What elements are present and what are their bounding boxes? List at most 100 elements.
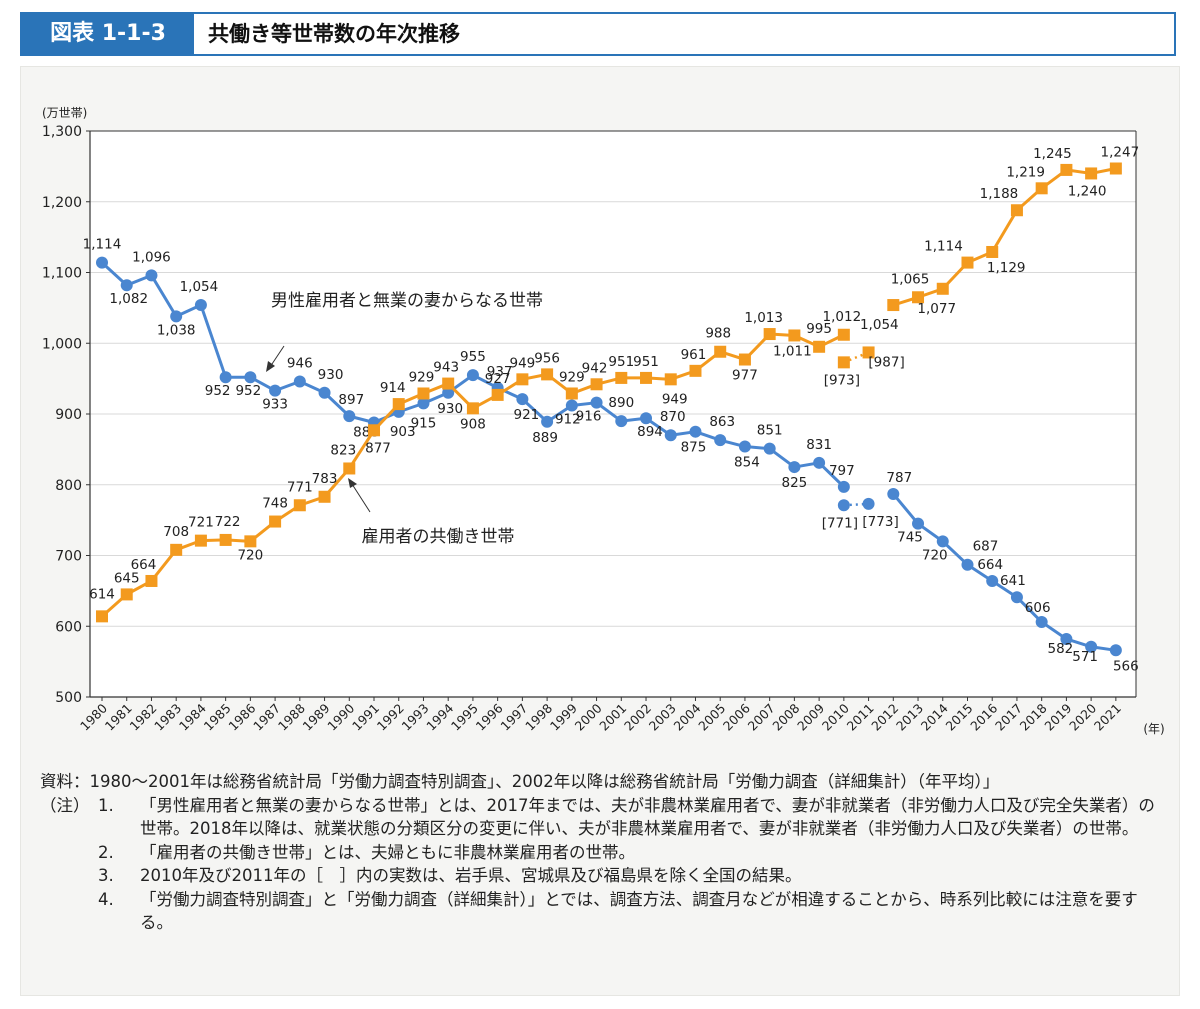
data-label: 937: [487, 364, 513, 380]
bracket-line: [843, 351, 870, 364]
data-point: [516, 373, 529, 386]
data-label: 645: [114, 570, 140, 586]
data-label: 951: [633, 354, 659, 370]
x-tick-label: 2000: [572, 700, 605, 733]
data-point: [1035, 182, 1048, 195]
x-tick-label: 1992: [374, 701, 407, 734]
data-label: 606: [1025, 600, 1051, 616]
data-point: [170, 543, 183, 556]
x-tick-label: 2018: [1017, 700, 1050, 733]
x-tick-label: 1999: [547, 700, 580, 733]
data-point: [565, 399, 578, 412]
data-point: [442, 377, 455, 390]
arrow-icon: [348, 478, 357, 488]
data-label: 748: [262, 496, 288, 512]
y-tick-label: 800: [55, 478, 82, 494]
data-point: [788, 329, 801, 342]
series-label: 雇用者の共働き世帯: [362, 527, 515, 547]
x-tick-label: 2004: [670, 700, 703, 733]
note-text: 「男性雇用者と無業の妻からなる世帯」とは、2017年までは、夫が非農林業雇用者で…: [140, 795, 1155, 839]
note-text: 「雇用者の共働き世帯」とは、夫婦ともに非農林業雇用者の世帯。: [140, 842, 635, 862]
x-tick-label: 2012: [868, 701, 901, 734]
x-tick-label: 2014: [918, 700, 951, 733]
x-tick-label: 2001: [596, 701, 629, 734]
data-point: [491, 388, 504, 401]
data-point: [738, 353, 751, 366]
data-label: 956: [534, 350, 560, 366]
data-point: [813, 340, 826, 353]
data-point: [714, 345, 727, 358]
data-point: [912, 291, 925, 304]
data-point: [689, 425, 702, 438]
data-label: 955: [460, 349, 486, 365]
data-label: 1,054: [860, 317, 899, 333]
data-point: [1109, 644, 1122, 657]
data-point: [936, 282, 949, 295]
note-item: （注） 1. 「男性雇用者と無業の妻からなる世帯」とは、2017年までは、夫が非…: [40, 794, 1170, 841]
data-label: 1,054: [180, 279, 219, 295]
data-label: 1,129: [987, 260, 1026, 276]
data-label: 825: [781, 475, 807, 491]
chart-notes: 資料：1980〜2001年は総務省統計局「労働力調査特別調査」、2002年以降は…: [40, 770, 1170, 935]
data-label: 1,082: [109, 291, 148, 307]
x-tick-label: 1997: [497, 701, 530, 734]
data-label: 903: [390, 424, 416, 440]
data-point: [1109, 162, 1122, 175]
x-tick-label: 2019: [1041, 700, 1074, 733]
data-point: [194, 534, 207, 547]
data-label: 952: [205, 383, 231, 399]
data-point: [961, 256, 974, 269]
bracket-label: [771]: [822, 515, 858, 531]
figure-title: 共働き等世帯数の年次推移: [208, 22, 460, 46]
x-tick-label: 1986: [225, 700, 258, 733]
data-label: 1,114: [83, 237, 122, 253]
data-label: 797: [829, 463, 855, 479]
note-item: 4. 「労働力調査特別調査」と「労働力調査（詳細集計）」とでは、調査方法、調査月…: [40, 888, 1170, 935]
data-label: 1,077: [917, 301, 956, 317]
y-tick-label: 600: [55, 619, 82, 635]
data-label: 566: [1113, 658, 1139, 674]
data-point: [1010, 204, 1023, 217]
bracket-point: [837, 356, 850, 369]
y-axis-unit: (万世帯): [42, 106, 87, 120]
data-point: [293, 375, 306, 388]
data-label: 915: [411, 415, 437, 431]
bracket-label: [773]: [862, 514, 898, 530]
data-point: [219, 371, 232, 384]
y-tick-label: 1,200: [42, 195, 82, 211]
data-label: 870: [660, 409, 686, 425]
data-label: 1,096: [132, 249, 171, 265]
data-label: 894: [637, 424, 663, 440]
data-label: 889: [532, 430, 558, 446]
data-label: 863: [709, 414, 735, 430]
data-point: [145, 574, 158, 587]
data-label: 582: [1048, 641, 1074, 657]
data-point: [244, 371, 257, 384]
x-tick-label: 2021: [1091, 701, 1124, 734]
data-point: [763, 442, 776, 455]
x-tick-label: 2020: [1066, 700, 1099, 733]
source-tag: 資料：: [40, 772, 90, 791]
x-tick-label: 1983: [151, 701, 184, 734]
data-label: 1,038: [157, 322, 196, 338]
data-label: 908: [460, 416, 486, 432]
data-point: [936, 535, 949, 548]
data-point: [1060, 632, 1073, 645]
data-point: [763, 328, 776, 341]
bracket-label: [973]: [824, 372, 860, 388]
data-label: 897: [338, 392, 364, 408]
data-label: 614: [89, 586, 115, 602]
data-point: [887, 487, 900, 500]
y-tick-label: 1,100: [42, 266, 82, 282]
data-label: 720: [922, 547, 948, 563]
data-point: [343, 410, 356, 423]
arrow-icon: [266, 361, 275, 372]
data-label: 720: [237, 547, 263, 563]
data-point: [541, 415, 554, 428]
x-tick-label: 1988: [275, 700, 308, 733]
series-male-employee-nonworking-wife: [96, 256, 1122, 657]
data-label: 783: [312, 471, 338, 487]
x-tick-label: 1990: [324, 700, 357, 733]
data-label: 721: [188, 515, 214, 531]
data-point: [120, 279, 133, 292]
